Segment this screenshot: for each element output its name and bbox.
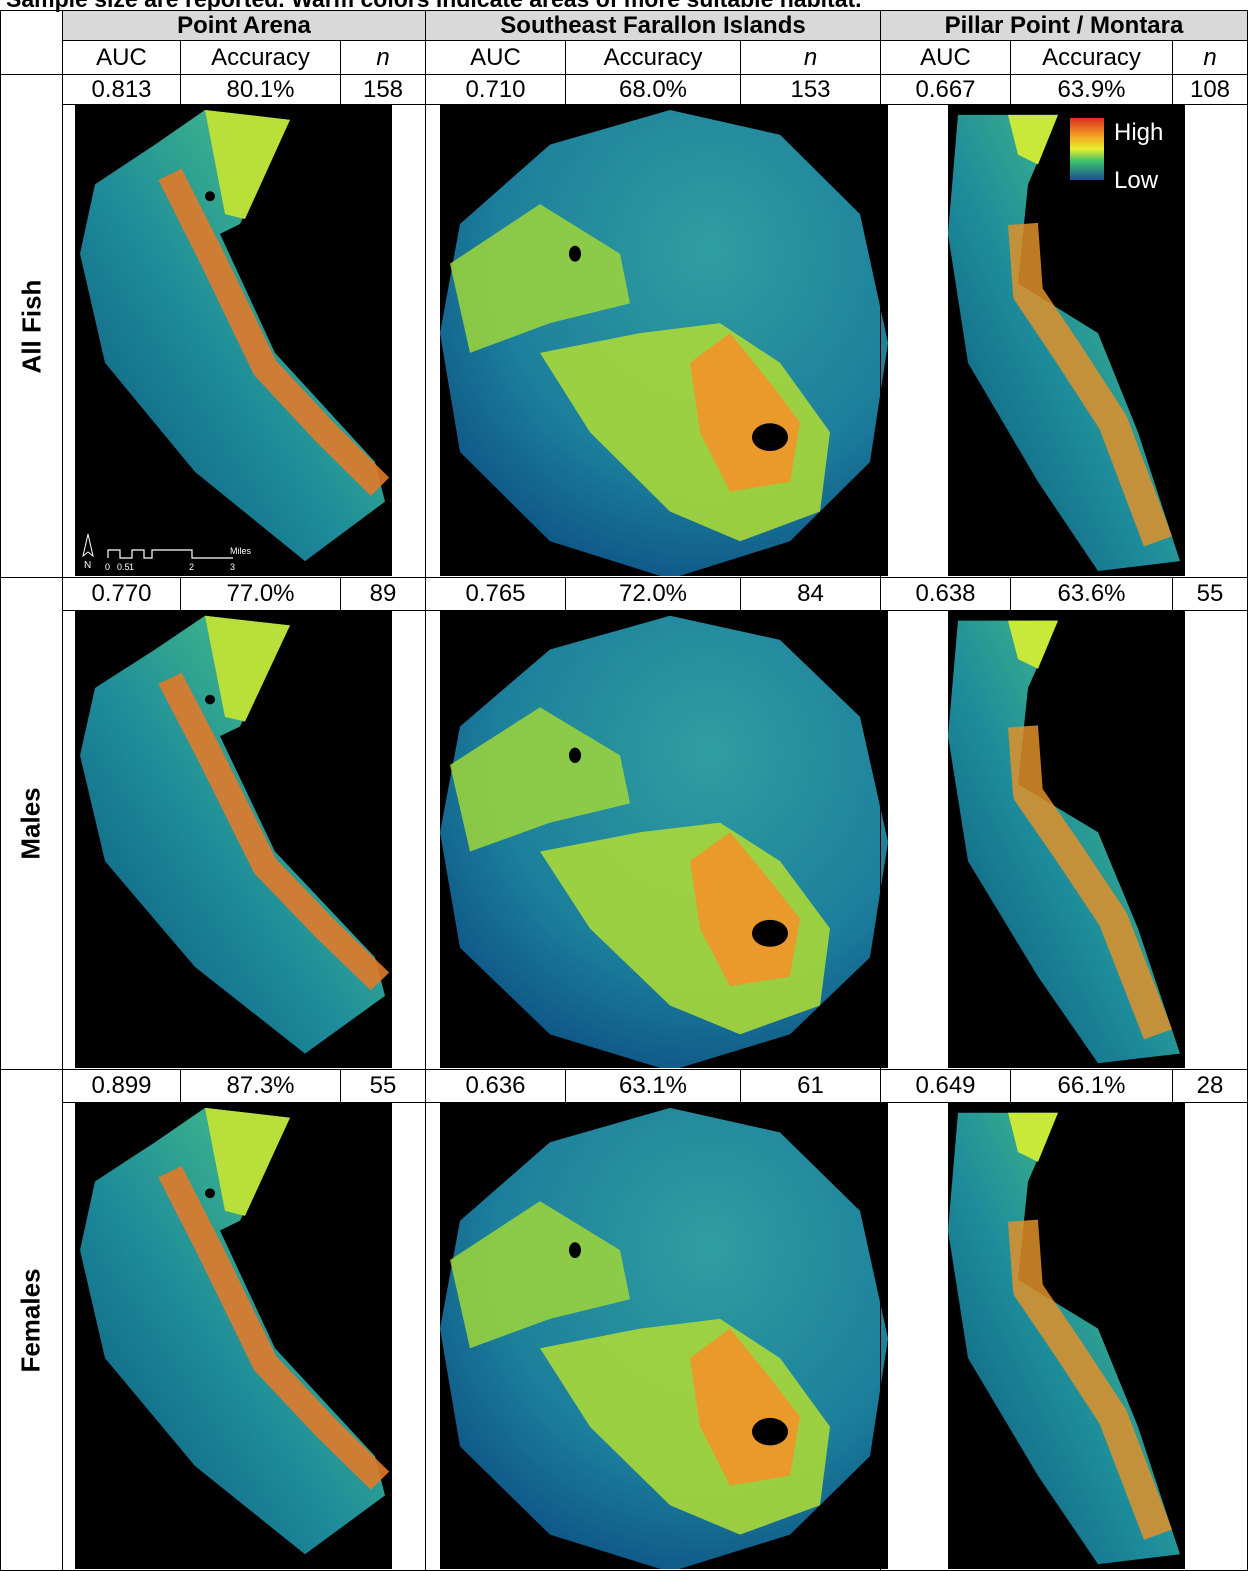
column-header: Accuracy xyxy=(180,40,341,75)
row-label: Females xyxy=(0,1069,63,1571)
stat-cell: 77.0% xyxy=(180,577,341,611)
island xyxy=(569,1242,581,1258)
stat-cell: 63.6% xyxy=(1010,577,1173,611)
island xyxy=(205,191,215,201)
stat-cell: 0.636 xyxy=(425,1069,566,1103)
stat-cell: 63.9% xyxy=(1010,74,1173,105)
row-label-text: Males xyxy=(16,787,47,859)
stat-cell: 158 xyxy=(340,74,426,105)
legend-low: Low xyxy=(1114,167,1159,194)
stat-cell: 84 xyxy=(740,577,881,611)
stat-cell: 108 xyxy=(1172,74,1248,105)
island xyxy=(569,246,581,262)
stat-cell: 68.0% xyxy=(565,74,741,105)
stat-cell: 28 xyxy=(1172,1069,1248,1103)
scale-tick: 3 xyxy=(230,562,235,572)
island xyxy=(752,423,788,451)
scale-unit: Miles xyxy=(230,546,252,556)
stat-cell: 72.0% xyxy=(565,577,741,611)
habitat-map xyxy=(440,1103,888,1569)
stat-cell: 0.813 xyxy=(62,74,181,105)
column-header: Accuracy xyxy=(1010,40,1173,75)
site-header: Point Arena xyxy=(62,10,426,41)
stat-cell: 0.710 xyxy=(425,74,566,105)
column-header: n xyxy=(740,40,881,75)
stat-cell: 61 xyxy=(740,1069,881,1103)
stat-cell: 0.770 xyxy=(62,577,181,611)
scale-tick: 1 xyxy=(129,562,134,572)
column-header: n xyxy=(340,40,426,75)
habitat-map xyxy=(440,105,888,576)
site-header: Pillar Point / Montara xyxy=(880,10,1248,41)
stat-cell: 0.765 xyxy=(425,577,566,611)
stat-cell: 87.3% xyxy=(180,1069,341,1103)
column-header: n xyxy=(1172,40,1248,75)
habitat-map xyxy=(948,1103,1185,1569)
habitat-map xyxy=(75,1103,392,1569)
column-header: Accuracy xyxy=(565,40,741,75)
scale-tick: 0.5 xyxy=(117,562,130,572)
island xyxy=(569,748,581,763)
column-header: AUC xyxy=(425,40,566,75)
stat-cell: 0.899 xyxy=(62,1069,181,1103)
site-header: Southeast Farallon Islands xyxy=(425,10,881,41)
stat-cell: 0.649 xyxy=(880,1069,1011,1103)
scale-line xyxy=(108,550,233,558)
island xyxy=(752,920,788,947)
column-header: AUC xyxy=(62,40,181,75)
page: {"header":{"caption":"Sample size are re… xyxy=(0,0,1248,1571)
legend: High Low xyxy=(1070,118,1180,198)
island xyxy=(205,695,215,705)
habitat-map xyxy=(440,611,888,1068)
stat-cell: 80.1% xyxy=(180,74,341,105)
stat-cell: 66.1% xyxy=(1010,1069,1173,1103)
stat-cell: 153 xyxy=(740,74,881,105)
row-label-text: All Fish xyxy=(16,279,47,373)
row-label: All Fish xyxy=(0,74,63,578)
stat-cell: 0.667 xyxy=(880,74,1011,105)
habitat-map xyxy=(75,105,392,576)
stat-cell: 63.1% xyxy=(565,1069,741,1103)
legend-ramp xyxy=(1070,118,1104,180)
scale-tick: 2 xyxy=(189,562,194,572)
row-label-text: Females xyxy=(16,1268,47,1372)
column-header: AUC xyxy=(880,40,1011,75)
row-label: Males xyxy=(0,577,63,1070)
stat-cell: 55 xyxy=(1172,577,1248,611)
stat-cell: 89 xyxy=(340,577,426,611)
habitat-map xyxy=(75,611,392,1068)
corner-cell xyxy=(0,10,63,75)
stat-cell: 0.638 xyxy=(880,577,1011,611)
legend-high: High xyxy=(1114,119,1163,146)
north-label: N xyxy=(84,560,91,571)
stat-cell: 55 xyxy=(340,1069,426,1103)
island xyxy=(752,1418,788,1445)
habitat-map xyxy=(948,611,1185,1068)
scale-tick: 0 xyxy=(105,562,110,572)
north-arrow xyxy=(83,534,93,556)
island xyxy=(205,1188,215,1198)
